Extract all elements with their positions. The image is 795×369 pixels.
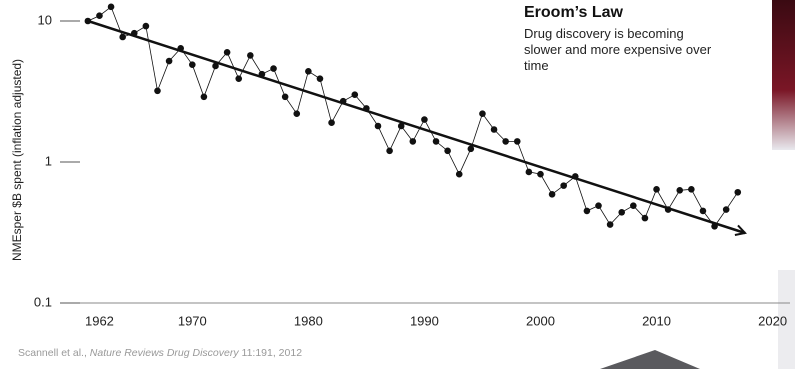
data-point <box>595 202 602 209</box>
data-point <box>317 75 324 82</box>
data-point <box>293 110 300 117</box>
data-point <box>143 23 150 30</box>
data-point <box>235 75 242 82</box>
data-point <box>247 52 254 59</box>
data-point <box>688 186 695 193</box>
x-tick-label: 2000 <box>526 313 555 328</box>
data-point <box>363 105 370 112</box>
source: Scannell et al., Nature Reviews Drug Dis… <box>18 347 302 359</box>
subtitle: Drug discovery is becoming slower and mo… <box>524 26 724 74</box>
source-journal: Nature Reviews Drug Discovery <box>90 347 239 359</box>
data-point <box>96 12 103 19</box>
data-point <box>328 119 335 126</box>
y-tick-label: 0.1 <box>34 294 52 309</box>
data-point <box>119 34 126 41</box>
data-point <box>108 4 115 11</box>
data-point <box>386 148 393 155</box>
data-point <box>479 110 486 117</box>
data-point <box>572 173 579 180</box>
y-tick-label: 10 <box>38 12 52 27</box>
data-point <box>653 186 660 193</box>
data-point <box>723 206 730 213</box>
x-tick-label: 2010 <box>642 313 671 328</box>
title: Eroom’s Law <box>524 4 623 22</box>
data-point <box>734 189 741 196</box>
data-point <box>444 148 451 155</box>
data-point <box>700 208 707 215</box>
data-point <box>433 138 440 145</box>
page: NMEsper $B spent (inflation adjusted) 0.… <box>0 0 795 369</box>
data-point <box>131 30 138 37</box>
data-point <box>607 221 614 228</box>
data-point <box>154 87 161 94</box>
data-point <box>340 98 347 105</box>
data-point <box>282 94 289 101</box>
x-tick-label: 1970 <box>178 313 207 328</box>
data-point <box>166 58 173 65</box>
data-point <box>491 126 498 133</box>
data-point <box>502 138 509 145</box>
data-point <box>224 49 231 56</box>
x-tick-label: 1962 <box>85 313 114 328</box>
data-point <box>584 208 591 215</box>
data-point <box>85 18 92 25</box>
data-point <box>630 202 637 209</box>
data-point <box>305 68 312 75</box>
data-point <box>398 123 405 130</box>
data-point <box>375 123 382 130</box>
data-point <box>618 209 625 216</box>
data-point <box>537 171 544 178</box>
data-point <box>259 71 266 78</box>
x-tick-label: 2020 <box>758 313 787 328</box>
decor-image <box>772 0 795 150</box>
source-text: 11:191, 2012 <box>239 347 302 359</box>
data-point <box>177 45 184 52</box>
data-point <box>711 223 718 230</box>
data-point <box>351 91 358 98</box>
data-point <box>189 61 196 68</box>
y-tick-label: 1 <box>45 153 52 168</box>
data-point <box>201 94 208 101</box>
x-tick-label: 1980 <box>294 313 323 328</box>
x-tick-label: 1990 <box>410 313 439 328</box>
decor-shape <box>600 350 700 369</box>
data-point <box>212 63 219 70</box>
data-point <box>514 138 521 145</box>
data-point <box>421 116 428 123</box>
data-point <box>456 171 463 178</box>
data-point <box>560 182 567 189</box>
data-point <box>665 206 672 213</box>
data-point <box>468 146 475 153</box>
data-point <box>676 187 683 194</box>
data-point <box>526 169 533 176</box>
y-axis-label: NMEsper $B spent (inflation adjusted) <box>10 59 24 261</box>
data-point <box>642 215 649 222</box>
data-point <box>410 138 417 145</box>
data-point <box>270 65 277 72</box>
data-point <box>549 191 556 198</box>
source-text: Scannell et al., <box>18 347 90 359</box>
